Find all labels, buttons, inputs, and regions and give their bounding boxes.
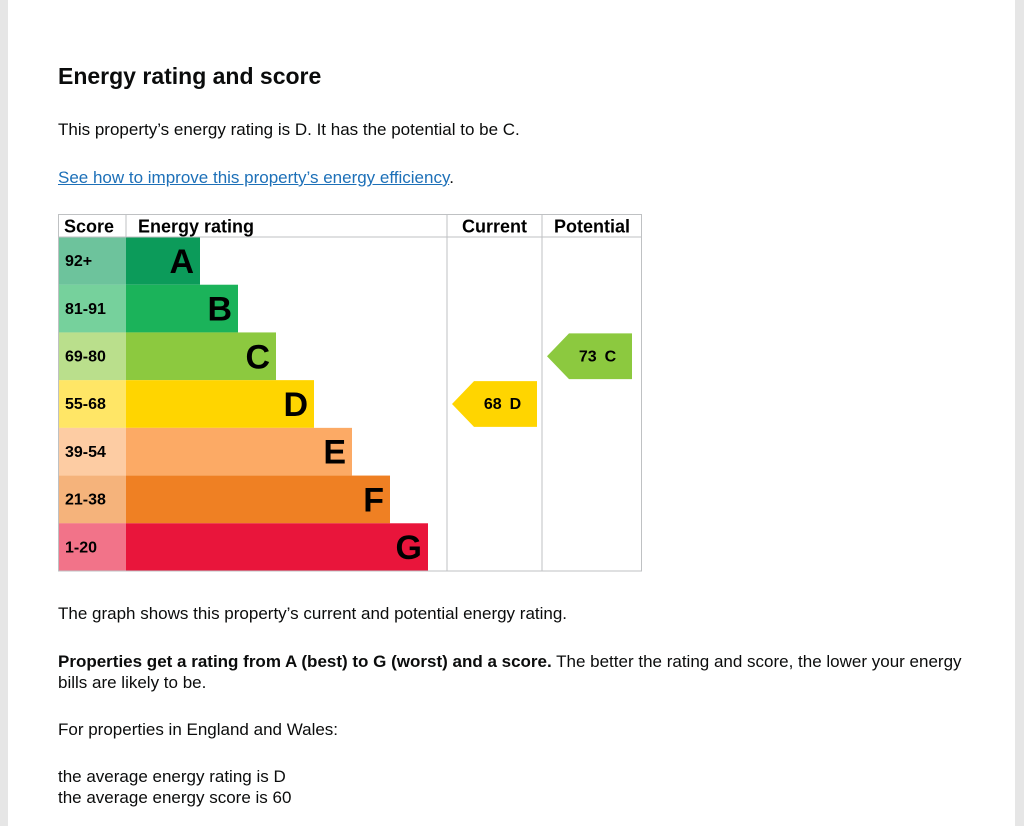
potential-score: 73 <box>579 349 597 366</box>
rating-bar <box>126 523 428 571</box>
rating-letter: F <box>363 481 384 519</box>
potential-rating: C <box>605 349 617 366</box>
score-cell <box>58 284 126 333</box>
rating-letter: E <box>323 434 346 472</box>
graph-caption: The graph shows this property’s current … <box>58 604 568 623</box>
score-range: 69-80 <box>65 349 106 366</box>
current-rating: D <box>510 396 522 413</box>
rating-letter: B <box>207 291 232 329</box>
rating-bar <box>126 237 200 285</box>
link-line: See how to improve this property’s energ… <box>58 167 454 188</box>
link-suffix: . <box>449 168 454 187</box>
score-cell <box>58 380 126 428</box>
score-range: 55-68 <box>65 396 106 413</box>
rating-bar <box>126 475 390 524</box>
rating-bold: Properties get a rating from A (best) to… <box>58 652 552 671</box>
score-range: 21-38 <box>65 492 106 509</box>
rating-bar <box>126 380 314 428</box>
rating-bar <box>126 427 352 476</box>
current-label: 68 D <box>484 396 521 413</box>
rating-letter: G <box>396 529 422 567</box>
paper: Energy rating and score This property’s … <box>8 0 1015 826</box>
rating-rest: The better the rating and score, the low… <box>58 652 962 692</box>
rating-explanation: Properties get a rating from A (best) to… <box>58 651 978 693</box>
column-header: Score <box>64 216 114 236</box>
current-score: 68 <box>484 396 502 413</box>
rating-letter: C <box>245 338 270 376</box>
rating-bar <box>126 284 238 333</box>
summary: This property’s energy rating is D. It h… <box>58 120 520 139</box>
energy-graph: Score Energy rating Current Potential 92+ A 81… <box>58 214 642 572</box>
column-header: Current <box>462 216 527 236</box>
heading: Energy rating and score <box>58 63 322 89</box>
potential-arrow <box>547 333 632 380</box>
score-cell <box>58 237 126 285</box>
column-header: Energy rating <box>138 216 254 236</box>
improve-link[interactable]: See how to improve this property’s energ… <box>58 168 450 187</box>
region: For properties in England and Wales: <box>58 720 339 739</box>
score-range: 81-91 <box>65 301 106 318</box>
score-cell <box>58 523 126 571</box>
rating-letter: A <box>169 243 194 281</box>
score-cell <box>58 332 126 381</box>
current-arrow <box>452 381 537 427</box>
score-range: 92+ <box>65 253 92 270</box>
score-cell <box>58 475 126 524</box>
rating-letter: D <box>283 386 308 424</box>
score-range: 1-20 <box>65 539 97 556</box>
score-cell <box>58 427 126 476</box>
average-rating: the average energy rating is D <box>58 767 286 786</box>
potential-label: 73 C <box>579 349 617 366</box>
average-score: the average energy score is 60 <box>58 788 292 807</box>
rating-bar <box>126 332 276 381</box>
score-range: 39-54 <box>65 444 106 461</box>
column-header: Potential <box>554 216 630 236</box>
